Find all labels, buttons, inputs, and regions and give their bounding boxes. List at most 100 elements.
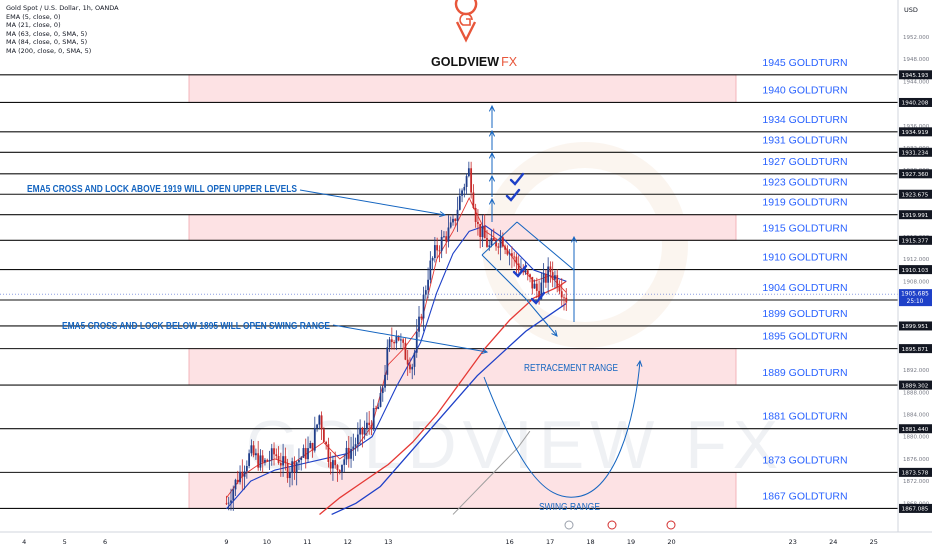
- logo-brand-sub: FX: [501, 55, 518, 69]
- price-tag-13: 1881.440: [902, 427, 929, 433]
- candle-body: [390, 339, 393, 343]
- candle-body: [291, 461, 294, 473]
- candle-body: [415, 331, 418, 353]
- candle-body: [474, 207, 477, 222]
- candle-body: [535, 283, 538, 291]
- candle-body: [363, 429, 366, 435]
- level-label-13: 1881 GOLDTURN: [762, 411, 847, 423]
- check-mark-2: [505, 188, 521, 202]
- candle-body: [320, 415, 323, 430]
- channel-line-c: [516, 221, 575, 271]
- candle-body: [443, 236, 445, 238]
- indicator-ma63[interactable]: MA (63, close, 0, SMA, 5): [6, 29, 88, 38]
- price-tag-bg-6: [899, 210, 932, 220]
- level-label-12: 1889 GOLDTURN: [762, 367, 847, 379]
- candle-body: [259, 455, 262, 468]
- price-tag-8: 1910.103: [902, 268, 929, 274]
- candle-body: [307, 448, 309, 460]
- price-tag-2: 1934.919: [902, 130, 929, 136]
- candle-body: [372, 408, 375, 429]
- x-tick-2: 6: [103, 538, 107, 546]
- candle-body: [304, 448, 307, 460]
- candle-body: [461, 190, 463, 196]
- candle-body: [424, 290, 427, 295]
- candle-body: [309, 442, 312, 449]
- swing-curve-head: [636, 359, 643, 367]
- candle-body: [384, 374, 386, 388]
- time-axis[interactable]: [0, 532, 932, 550]
- candle-body: [397, 335, 400, 341]
- candle-body: [282, 456, 284, 466]
- candle-body: [350, 448, 352, 459]
- pointer-upper-arrow: [299, 189, 446, 216]
- candle-body: [490, 238, 493, 246]
- price-tag-1: 1940.208: [902, 101, 929, 107]
- candle-body: [515, 256, 518, 264]
- candle-body: [354, 444, 357, 447]
- candle-body: [488, 245, 491, 247]
- symbol-title[interactable]: Gold Spot / U.S. Dollar, 1h, OANDA: [6, 4, 119, 12]
- level-label-14: 1873 GOLDTURN: [762, 454, 847, 466]
- candle-body: [230, 500, 232, 503]
- level-label-6: 1919 GOLDTURN: [762, 197, 847, 209]
- candle-body: [264, 459, 266, 463]
- event-icons[interactable]: [564, 520, 676, 530]
- candle-body: [293, 461, 296, 473]
- candle-body: [288, 472, 291, 479]
- candle-body: [341, 464, 343, 472]
- candle-body: [225, 503, 228, 505]
- candle-body: [472, 192, 475, 208]
- candle-body: [236, 479, 239, 483]
- price-tag-bg-3: [899, 147, 932, 157]
- goldview-logo: GOLDVIEW FX: [431, 0, 518, 69]
- candle-body: [458, 195, 461, 210]
- candle-body: [257, 453, 260, 468]
- zone-0: [188, 74, 737, 103]
- candle-body: [508, 253, 511, 255]
- current-price-tag-bg: [899, 289, 932, 307]
- channel-down-arrow-head: [551, 330, 558, 337]
- y-tick-16: 1888.000: [903, 390, 930, 396]
- price-tag-10: 1899.951: [902, 324, 929, 330]
- candle-body: [270, 448, 273, 460]
- x-tick-0: 4: [22, 538, 26, 546]
- target-arrow-4-head: [488, 129, 496, 137]
- candle-body: [325, 441, 328, 445]
- price-tag-0: 1945.193: [902, 73, 929, 79]
- candle-body: [556, 275, 559, 288]
- level-label-0: 1945 GOLDTURN: [762, 57, 847, 69]
- indicator-ma200[interactable]: MA (200, close, 0, SMA, 5): [6, 46, 92, 55]
- pointer-upper-arrow-head: [439, 211, 447, 218]
- indicator-ma84[interactable]: MA (84, close, 0, SMA, 5): [6, 38, 88, 47]
- candle-body: [322, 429, 325, 442]
- candle-body: [279, 462, 282, 466]
- indicator-ma21[interactable]: MA (21, close, 0): [6, 21, 61, 30]
- price-tag-6: 1919.991: [902, 213, 929, 219]
- candle-body: [517, 263, 520, 271]
- candle-body: [332, 460, 334, 469]
- candle-body: [558, 287, 561, 292]
- target-arrow-5-head: [488, 104, 496, 112]
- candle-body: [449, 222, 452, 228]
- price-tag-12: 1889.302: [902, 383, 929, 389]
- earnings-event-icon: [564, 520, 574, 530]
- us-flag-event-icon: [607, 520, 617, 530]
- candle-body: [436, 245, 439, 251]
- ma84-line: [331, 302, 567, 516]
- candle-body: [481, 226, 484, 238]
- indicator-ema5[interactable]: EMA (5, close, 0): [6, 12, 61, 21]
- price-tag-bg-1: [899, 97, 932, 107]
- candle-body: [540, 282, 543, 299]
- price-tag-bg-4: [899, 169, 932, 179]
- candle-body: [433, 245, 436, 258]
- current-price-tag: 1905.685: [901, 292, 929, 298]
- candle-body: [379, 393, 382, 407]
- x-tick-1: 5: [63, 538, 67, 546]
- logo-brand-main: GOLDVIEW: [431, 55, 499, 69]
- candle-body: [418, 316, 420, 332]
- candle-body: [551, 272, 554, 280]
- annotation-lower: EMA5 CROSS AND LOCK BELOW 1895 WILL OPEN…: [62, 321, 330, 332]
- candle-body: [447, 227, 450, 242]
- candle-body: [295, 462, 298, 473]
